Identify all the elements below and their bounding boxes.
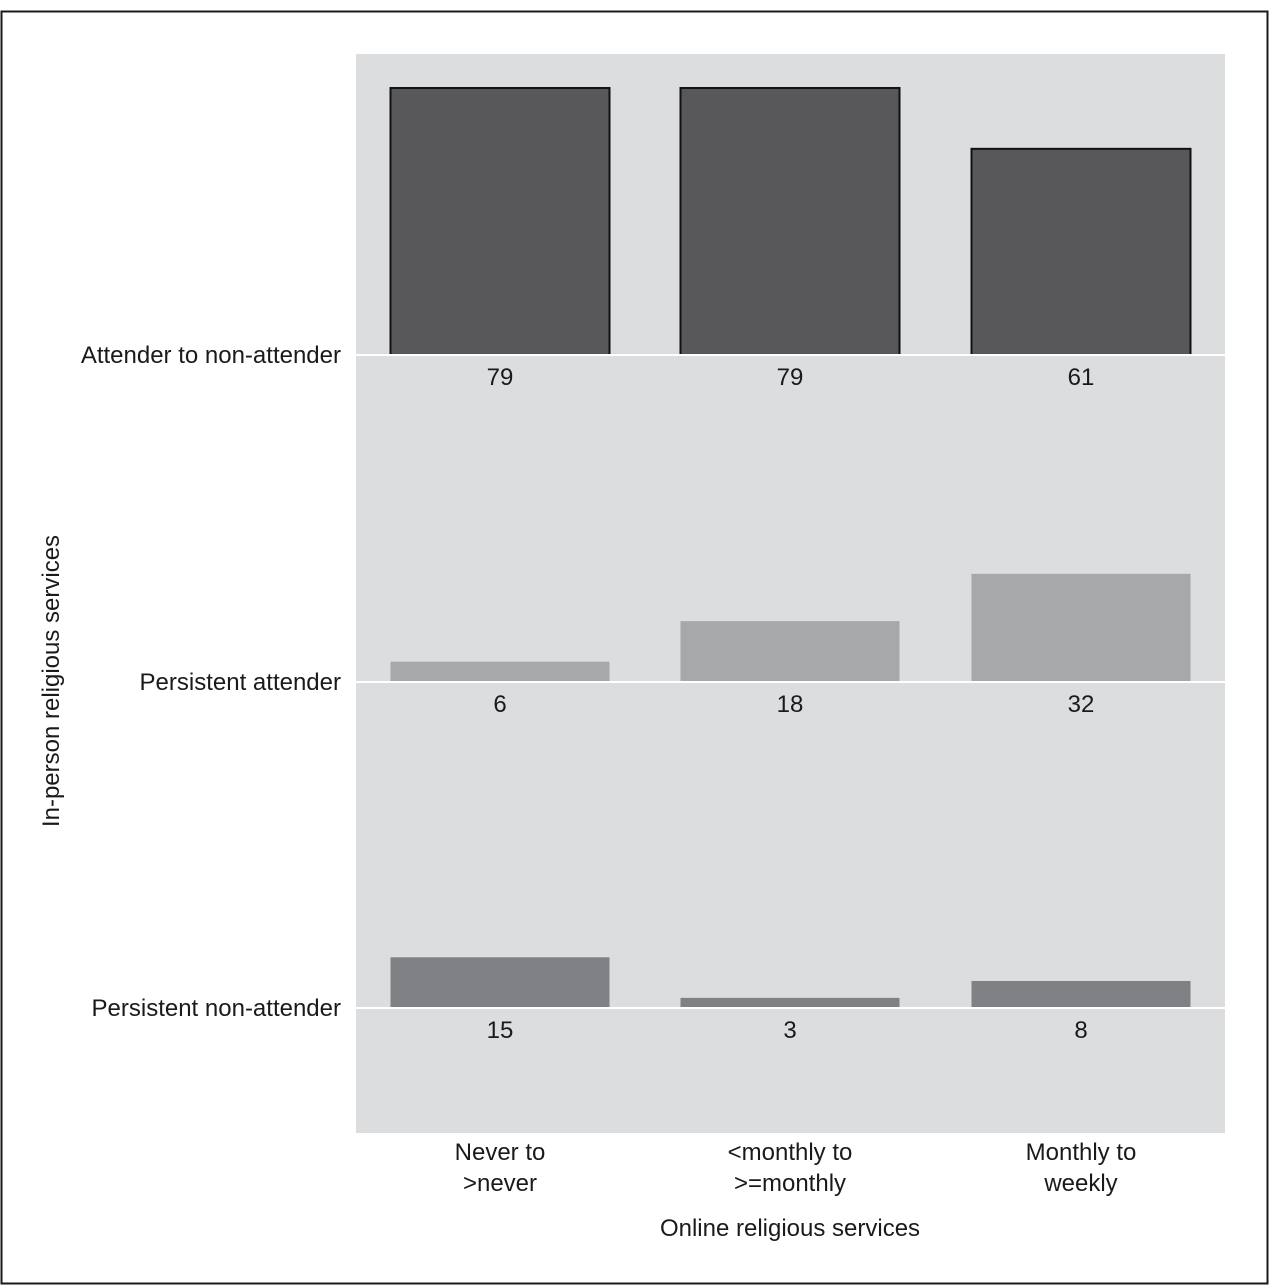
x-tick-label-1: Never to >never	[455, 1139, 546, 1197]
data-label-persistent-attender-3: 32	[1068, 691, 1095, 718]
data-label-attender-to-non-attender-1: 79	[487, 364, 514, 391]
x-tick-label-3: Monthly to weekly	[1026, 1139, 1137, 1197]
y-axis-title: In-person religious services	[38, 535, 65, 827]
bar-persistent-attender-1	[390, 661, 610, 682]
bar-attender-to-non-attender-1	[389, 87, 611, 356]
data-label-attender-to-non-attender-3: 61	[1068, 364, 1095, 391]
row-label-attender-to-non-attender: Attender to non-attender	[81, 342, 341, 369]
bar-persistent-attender-3	[971, 573, 1191, 682]
row-label-persistent-non-attender: Persistent non-attender	[92, 995, 341, 1022]
chart-marks: 79 79 61 6 18 32 15 3 8	[356, 87, 1225, 1044]
bar-persistent-non-attender-3	[971, 980, 1191, 1008]
bar-attender-to-non-attender-3	[970, 147, 1192, 356]
x-axis-title: Online religious services	[660, 1215, 920, 1242]
bar-persistent-non-attender-1	[390, 957, 610, 1008]
row-label-persistent-attender: Persistent attender	[140, 669, 341, 696]
bar-persistent-attender-2	[680, 621, 900, 682]
x-tick-label-2: <monthly to >=monthly	[728, 1139, 853, 1197]
data-label-persistent-attender-2: 18	[777, 691, 804, 718]
data-label-persistent-non-attender-3: 8	[1074, 1017, 1087, 1044]
bar-persistent-non-attender-2	[680, 997, 900, 1008]
data-label-attender-to-non-attender-2: 79	[777, 364, 804, 391]
data-label-persistent-attender-1: 6	[493, 691, 506, 718]
data-label-persistent-non-attender-1: 15	[487, 1017, 514, 1044]
bar-attender-to-non-attender-2	[679, 87, 901, 356]
data-label-persistent-non-attender-2: 3	[783, 1017, 796, 1044]
